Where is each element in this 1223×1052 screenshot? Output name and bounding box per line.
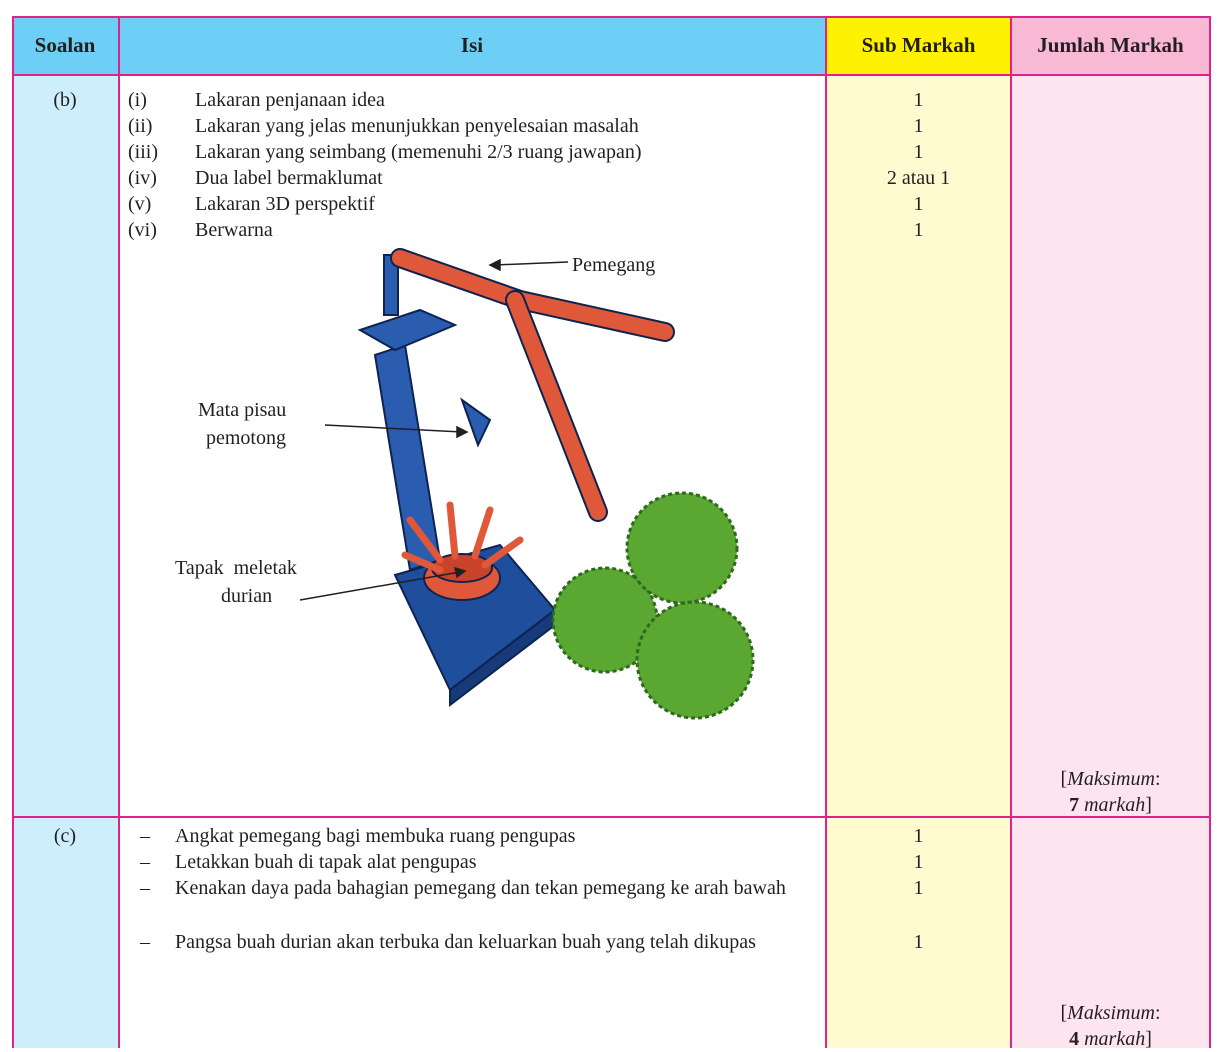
- sub-mark: 1: [913, 219, 924, 241]
- rule: [12, 16, 1211, 18]
- item-number: (i): [128, 89, 147, 111]
- item-number: –: [140, 825, 150, 847]
- bracket: ]: [1145, 1028, 1152, 1050]
- total-line: 7 markah]: [1011, 792, 1210, 818]
- header-bg: [12, 16, 825, 74]
- header-cell: Jumlah Markah: [1037, 33, 1184, 57]
- figure-label: pemotong: [206, 427, 286, 449]
- item-text: Kenakan daya pada bahagian pemegang dan …: [175, 877, 786, 899]
- header-cell: Sub Markah: [861, 33, 976, 57]
- item-number: –: [140, 877, 150, 899]
- figure-label: durian: [221, 585, 273, 607]
- column-bg: [826, 74, 1011, 1048]
- rule: [825, 16, 827, 1048]
- total-line: [Maksimum:: [1011, 1000, 1210, 1026]
- sub-mark: 1: [913, 825, 924, 847]
- rule: [12, 16, 14, 1048]
- bracket: [: [1060, 1002, 1068, 1024]
- figure-label: Tapak meletak: [175, 557, 297, 579]
- rule: [1010, 16, 1012, 1048]
- rule: [1209, 16, 1211, 1048]
- sub-mark: 1: [913, 89, 924, 111]
- total-unit: markah: [1084, 794, 1146, 816]
- header-bg: [1011, 16, 1210, 74]
- colon: :: [1154, 1002, 1161, 1024]
- item-text: Dua label bermaklumat: [195, 167, 383, 189]
- sub-mark: 1: [913, 193, 924, 215]
- item-number: (ii): [128, 115, 153, 137]
- total-line: 4 markah]: [1011, 1026, 1210, 1052]
- item-number: (vi): [128, 219, 157, 241]
- item-text: Pangsa buah durian akan terbuka dan kelu…: [175, 931, 756, 953]
- item-number: (v): [128, 193, 152, 215]
- rule: [12, 74, 1211, 76]
- item-text: Lakaran penjanaan idea: [195, 89, 385, 111]
- total-line: [Maksimum:: [1011, 766, 1210, 792]
- rule: [12, 816, 1211, 818]
- figure-label: Mata pisau: [198, 399, 287, 421]
- illustration: [299, 248, 755, 720]
- sub-mark: 1: [913, 851, 924, 873]
- question: (c): [53, 825, 77, 847]
- total-value: 4: [1069, 1028, 1080, 1050]
- sub-mark: 1: [913, 141, 924, 163]
- item-text: Berwarna: [195, 219, 273, 241]
- sub-mark: 1: [913, 931, 924, 953]
- colon: :: [1154, 768, 1161, 790]
- column-bg: [1011, 74, 1210, 1048]
- item-number: (iv): [128, 167, 157, 189]
- total-label: Maksimum: [1067, 1002, 1155, 1024]
- header-cell: Isi: [460, 33, 484, 57]
- bracket: [: [1060, 768, 1068, 790]
- total-unit: markah: [1084, 1028, 1146, 1050]
- item-text: Lakaran yang seimbang (memenuhi 2/3 ruan…: [195, 141, 642, 163]
- item-text: Letakkan buah di tapak alat pengupas: [175, 851, 477, 873]
- total-label: Maksimum: [1067, 768, 1155, 790]
- figure-label: Pemegang: [572, 254, 656, 276]
- item-text: Angkat pemegang bagi membuka ruang pengu…: [175, 825, 576, 847]
- item-text: Lakaran yang jelas menunjukkan penyelesa…: [195, 115, 639, 137]
- item-number: (iii): [128, 141, 158, 163]
- header-bg: [826, 16, 1011, 74]
- total-value: 7: [1069, 794, 1080, 816]
- column-bg: [12, 74, 118, 1048]
- rule: [118, 16, 120, 1048]
- item-number: –: [140, 851, 150, 873]
- sub-mark: 2 atau 1: [886, 167, 951, 189]
- header-cell: Soalan: [34, 33, 96, 57]
- bracket: ]: [1145, 794, 1152, 816]
- sub-mark: 1: [913, 115, 924, 137]
- item-number: –: [140, 931, 150, 953]
- sub-mark: 1: [913, 877, 924, 899]
- item-text: Lakaran 3D perspektif: [195, 193, 375, 215]
- question: (b): [53, 89, 77, 111]
